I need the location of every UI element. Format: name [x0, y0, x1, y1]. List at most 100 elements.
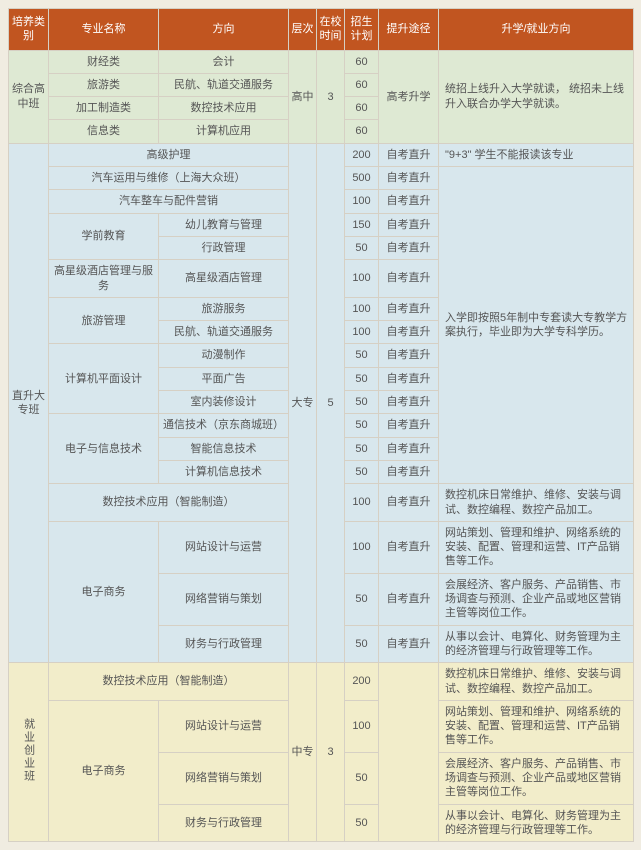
- category-label: 就业创业班: [21, 718, 35, 783]
- plan-cell: 50: [345, 414, 379, 437]
- plan-cell: 60: [345, 50, 379, 73]
- outcome-cell: 从事以会计、电算化、财务管理为主的经济管理与行政管理等工作。: [439, 804, 634, 842]
- dir-cell: 会计: [159, 50, 289, 73]
- dir-cell: 动漫制作: [159, 344, 289, 367]
- table-row: 就业创业班 数控技术应用（智能制造） 中专 3 200 数控机床日常维护、维修、…: [9, 663, 634, 701]
- h-major: 专业名称: [49, 9, 159, 51]
- major-cell: 旅游类: [49, 73, 159, 96]
- major-cell: 汽车整车与配件营销: [49, 190, 289, 213]
- major-cell: 数控技术应用（智能制造）: [49, 663, 289, 701]
- dir-cell: 数控技术应用: [159, 97, 289, 120]
- path-cell: 自考直升: [379, 236, 439, 259]
- dir-cell: 高星级酒店管理: [159, 260, 289, 298]
- dir-cell: 旅游服务: [159, 297, 289, 320]
- plan-cell: 150: [345, 213, 379, 236]
- major-cell: 电子商务: [49, 521, 159, 662]
- path-cell: 自考直升: [379, 367, 439, 390]
- dir-cell: 计算机应用: [159, 120, 289, 143]
- plan-cell: 100: [345, 521, 379, 573]
- plan-cell: 50: [345, 804, 379, 842]
- major-cell: 信息类: [49, 120, 159, 143]
- path-cell: 自考直升: [379, 521, 439, 573]
- major-cell: 高级护理: [49, 143, 289, 166]
- plan-cell: 100: [345, 190, 379, 213]
- path-cell: 自考直升: [379, 213, 439, 236]
- major-cell: 财经类: [49, 50, 159, 73]
- path-cell: 自考直升: [379, 391, 439, 414]
- plan-cell: 200: [345, 663, 379, 701]
- level-cell: 中专: [289, 663, 317, 842]
- plan-cell: 60: [345, 97, 379, 120]
- plan-cell: 50: [345, 460, 379, 483]
- major-cell: 电子与信息技术: [49, 414, 159, 484]
- outcome-cell: 会展经济、客户服务、产品销售、市场调查与预测、企业产品或地区营销主管等岗位工作。: [439, 752, 634, 804]
- major-cell: 高星级酒店管理与服务: [49, 260, 159, 298]
- plan-cell: 100: [345, 321, 379, 344]
- h-path: 提升途径: [379, 9, 439, 51]
- path-cell: 自考直升: [379, 344, 439, 367]
- dir-cell: 财务与行政管理: [159, 804, 289, 842]
- path-cell: 自考直升: [379, 484, 439, 522]
- category-cell: 就业创业班: [9, 663, 49, 842]
- path-cell: 自考直升: [379, 573, 439, 625]
- plan-cell: 200: [345, 143, 379, 166]
- plan-cell: 50: [345, 437, 379, 460]
- plan-cell: 100: [345, 260, 379, 298]
- dir-cell: 行政管理: [159, 236, 289, 259]
- h-level: 层次: [289, 9, 317, 51]
- path-cell: 自考直升: [379, 625, 439, 663]
- plan-cell: 100: [345, 297, 379, 320]
- h-direction: 方向: [159, 9, 289, 51]
- dir-cell: 网络营销与策划: [159, 752, 289, 804]
- major-cell: 旅游管理: [49, 297, 159, 344]
- plan-cell: 100: [345, 700, 379, 752]
- plan-cell: 50: [345, 367, 379, 390]
- path-cell: 自考直升: [379, 143, 439, 166]
- major-cell: 加工制造类: [49, 97, 159, 120]
- outcome-cell: 从事以会计、电算化、财务管理为主的经济管理与行政管理等工作。: [439, 625, 634, 663]
- dir-cell: 网络营销与策划: [159, 573, 289, 625]
- outcome-cell: 入学即按照5年制中专套读大专教学方案执行，毕业即为大学专科学历。: [439, 167, 634, 484]
- curriculum-table: 培养类别 专业名称 方向 层次 在校时间 招生计划 提升途径 升学/就业方向 综…: [8, 8, 634, 842]
- years-cell: 3: [317, 50, 345, 143]
- major-cell: 学前教育: [49, 213, 159, 260]
- plan-cell: 50: [345, 391, 379, 414]
- table-row: 综合高中班 财经类 会计 高中 3 60 高考升学 统招上线升入大学就读， 统招…: [9, 50, 634, 73]
- plan-cell: 50: [345, 625, 379, 663]
- major-cell: 计算机平面设计: [49, 344, 159, 414]
- plan-cell: 100: [345, 484, 379, 522]
- level-cell: 大专: [289, 143, 317, 662]
- path-cell: 自考直升: [379, 260, 439, 298]
- path-cell: 高考升学: [379, 50, 439, 143]
- path-cell: 自考直升: [379, 460, 439, 483]
- years-cell: 5: [317, 143, 345, 662]
- dir-cell: 网站设计与运营: [159, 700, 289, 752]
- path-cell: [379, 663, 439, 842]
- header-row: 培养类别 专业名称 方向 层次 在校时间 招生计划 提升途径 升学/就业方向: [9, 9, 634, 51]
- outcome-cell: 会展经济、客户服务、产品销售、市场调查与预测、企业产品或地区营销主管等岗位工作。: [439, 573, 634, 625]
- dir-cell: 财务与行政管理: [159, 625, 289, 663]
- major-cell: 数控技术应用（智能制造）: [49, 484, 289, 522]
- outcome-cell: 统招上线升入大学就读， 统招未上线升入联合办学大学就读。: [439, 50, 634, 143]
- level-cell: 高中: [289, 50, 317, 143]
- path-cell: 自考直升: [379, 190, 439, 213]
- major-cell: 汽车运用与维修（上海大众班）: [49, 167, 289, 190]
- outcome-cell: 数控机床日常维护、维修、安装与调试、数控编程、数控产品加工。: [439, 663, 634, 701]
- path-cell: 自考直升: [379, 297, 439, 320]
- h-outcome: 升学/就业方向: [439, 9, 634, 51]
- plan-cell: 60: [345, 73, 379, 96]
- plan-cell: 50: [345, 344, 379, 367]
- path-cell: 自考直升: [379, 414, 439, 437]
- dir-cell: 平面广告: [159, 367, 289, 390]
- dir-cell: 幼儿教育与管理: [159, 213, 289, 236]
- h-category: 培养类别: [9, 9, 49, 51]
- table-row: 直升大专班 高级护理 大专 5 200 自考直升 "9+3" 学生不能报读该专业: [9, 143, 634, 166]
- years-cell: 3: [317, 663, 345, 842]
- category-cell: 综合高中班: [9, 50, 49, 143]
- outcome-cell: 数控机床日常维护、维修、安装与调试、数控编程、数控产品加工。: [439, 484, 634, 522]
- h-years: 在校时间: [317, 9, 345, 51]
- path-cell: 自考直升: [379, 437, 439, 460]
- dir-cell: 民航、轨道交通服务: [159, 321, 289, 344]
- dir-cell: 室内装修设计: [159, 391, 289, 414]
- plan-cell: 50: [345, 752, 379, 804]
